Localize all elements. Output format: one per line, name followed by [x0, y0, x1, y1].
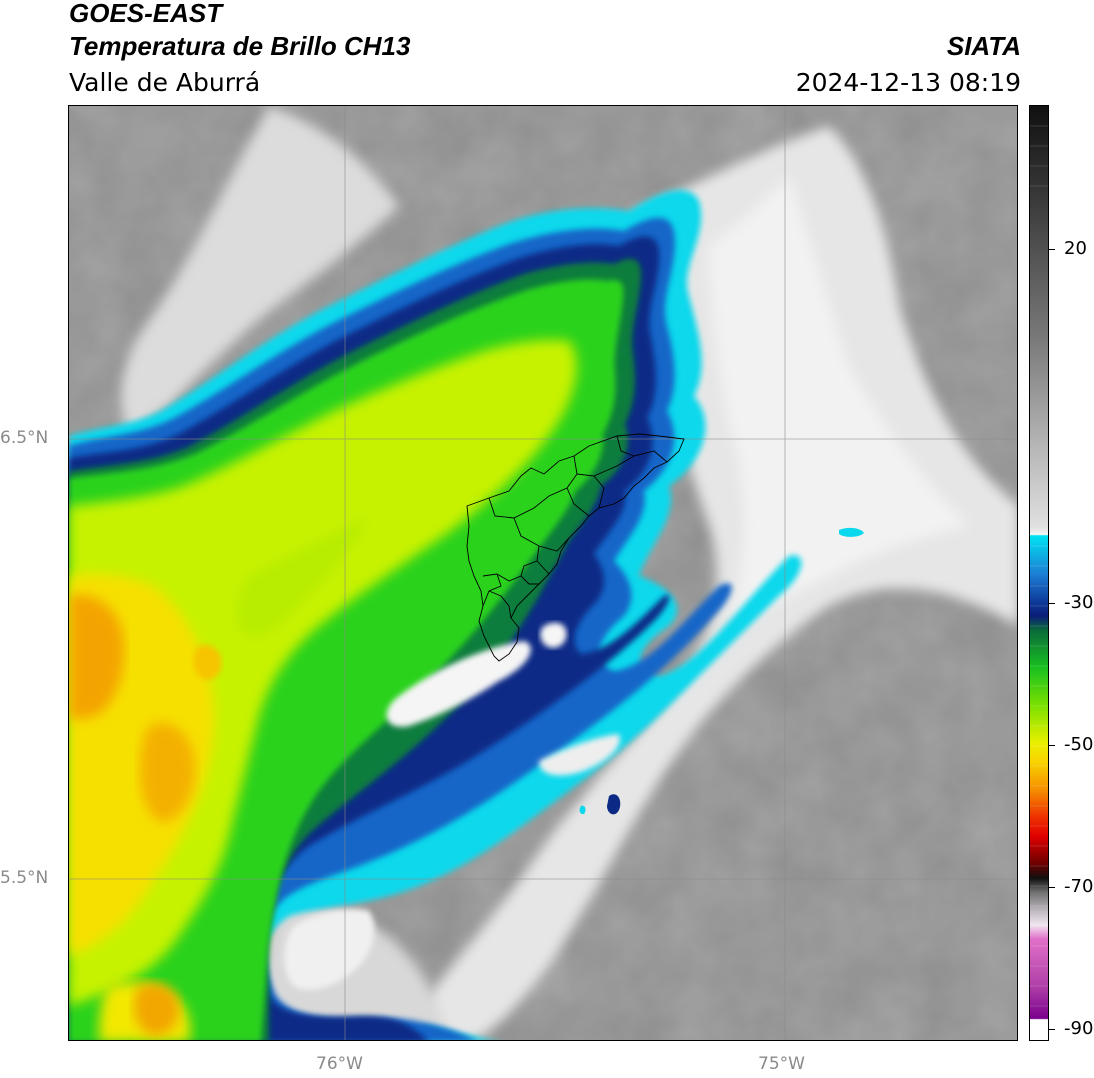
colorbar-gradient: [1030, 106, 1048, 1040]
graticule: [69, 106, 1017, 1040]
colorbar-tick-minus30: [1049, 603, 1055, 604]
agency-label: SIATA: [946, 31, 1021, 61]
colorbar-tick-minus50: [1049, 745, 1055, 746]
colorbar: [1029, 105, 1049, 1041]
colorbar-tick-minus90: [1049, 1029, 1055, 1030]
white-gap-1: [386, 641, 531, 727]
colorbar-label-minus70: -70: [1064, 876, 1094, 897]
lat-label-5-5: 5.5°N: [0, 868, 49, 888]
region-label: Valle de Aburrá: [69, 68, 261, 97]
datetime-label: 2024-12-13 08:19: [795, 68, 1021, 97]
colorbar-tick-20: [1049, 249, 1055, 250]
colorbar-label-minus50: -50: [1064, 734, 1094, 755]
contour-orange: [69, 594, 125, 719]
municipality-boundaries: [466, 433, 685, 662]
lat-label-6-5: 6.5°N: [0, 428, 49, 448]
lon-label-75w: 75°W: [758, 1054, 805, 1074]
colorbar-label-20: 20: [1064, 238, 1087, 259]
product-title: Temperatura de Brillo CH13: [69, 31, 411, 61]
colorbar-label-minus30: -30: [1064, 592, 1094, 613]
lon-label-76w: 76°W: [316, 1054, 363, 1074]
satellite-title: GOES-EAST: [69, 0, 223, 28]
contour-yellowgreen: [69, 339, 577, 1006]
satellite-map[interactable]: [68, 105, 1018, 1041]
colorbar-tick-minus70: [1049, 887, 1055, 888]
bright-cloud-band: [400, 126, 1017, 1040]
colorbar-label-minus90: -90: [1064, 1018, 1094, 1039]
